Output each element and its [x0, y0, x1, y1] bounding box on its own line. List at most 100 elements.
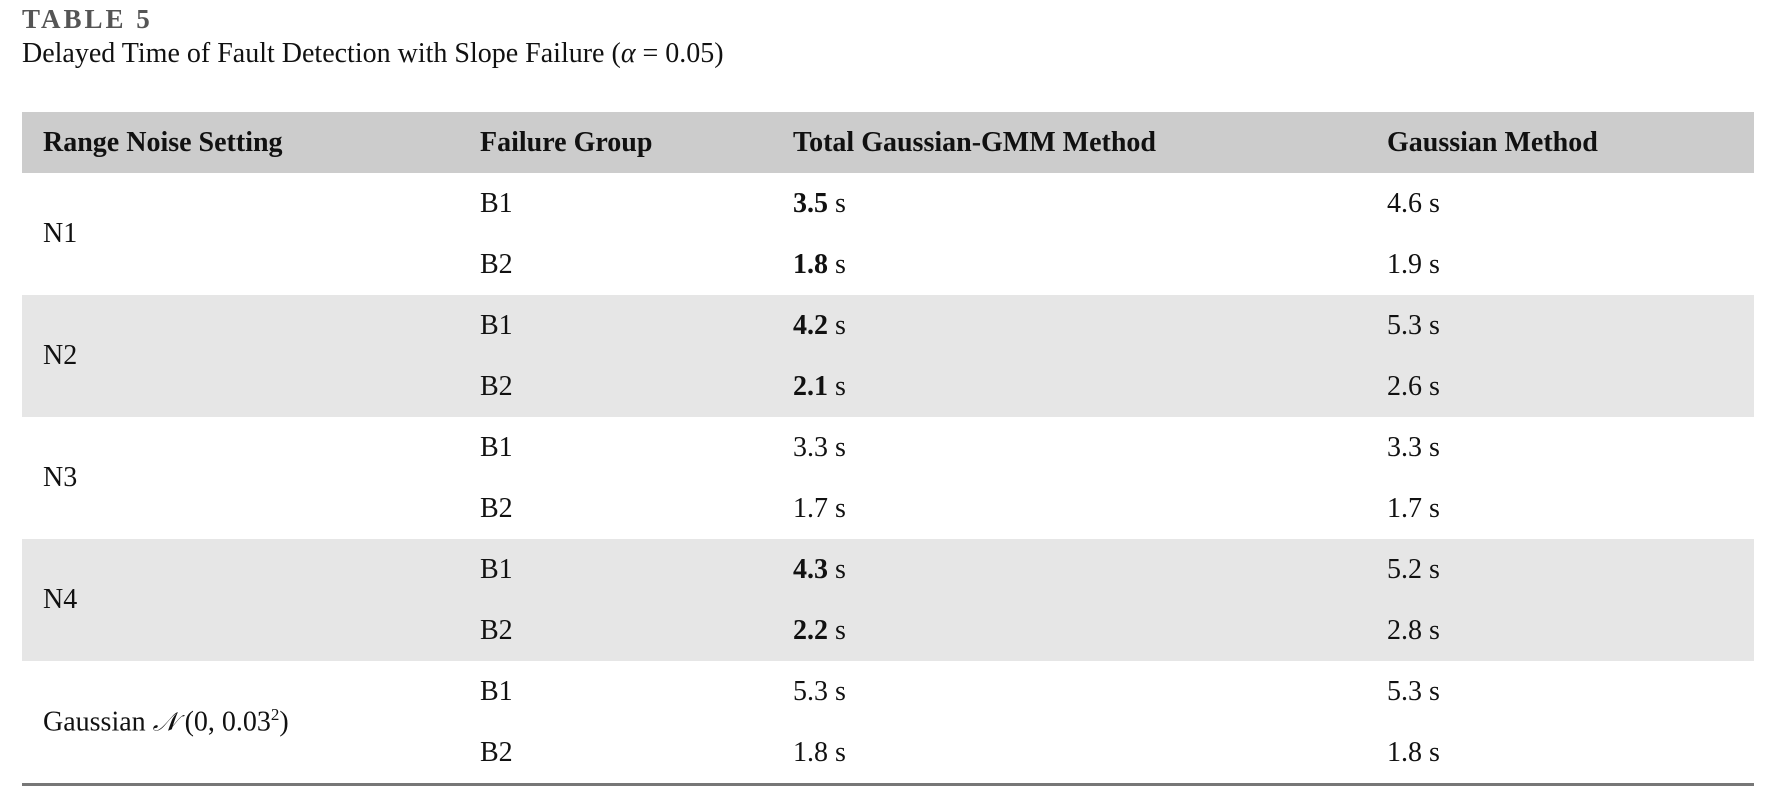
- gmm-cell: 3.5 s: [773, 173, 1367, 234]
- gaussian-cell: 5.2 s: [1367, 539, 1754, 600]
- header-failure-group: Failure Group: [460, 112, 773, 173]
- group-cell: B2: [460, 600, 773, 661]
- gaussian-cell: 3.3 s: [1367, 417, 1754, 478]
- gmm-value: 4.2: [793, 309, 828, 341]
- unit-label: s: [1429, 431, 1440, 463]
- setting-cell: Gaussian 𝒩 (0, 0.032): [22, 661, 460, 786]
- unit-label: s: [835, 187, 846, 219]
- unit-label: s: [1429, 492, 1440, 524]
- table-title: Delayed Time of Fault Detection with Slo…: [22, 38, 724, 70]
- gaussian-cell: 5.3 s: [1367, 295, 1754, 356]
- results-table: Range Noise Setting Failure Group Total …: [22, 112, 1754, 786]
- gaussian-cell: 1.9 s: [1367, 234, 1754, 295]
- gaussian-cell: 1.7 s: [1367, 478, 1754, 539]
- group-cell: B1: [480, 675, 513, 707]
- setting-args: (0, 0.03: [177, 706, 271, 738]
- unit-label: s: [1429, 309, 1440, 341]
- gaussian-cell: 2.6 s: [1367, 356, 1754, 417]
- gmm-cell: 1.8 s: [773, 722, 1367, 786]
- setting-prefix: Gaussian: [43, 706, 153, 738]
- gmm-value: 3.5: [793, 187, 828, 219]
- unit-label: s: [835, 736, 846, 768]
- gaussian-value: 2.8: [1387, 614, 1422, 646]
- gaussian-cell: 2.8 s: [1367, 600, 1754, 661]
- setting-cell: N1: [43, 218, 78, 249]
- gmm-value: 2.2: [793, 614, 828, 646]
- table-row: B2 1.8 s 1.8 s: [22, 722, 1754, 786]
- gmm-value: 4.3: [793, 553, 828, 585]
- group-cell: B1: [460, 539, 773, 600]
- group-cell: B2: [460, 722, 773, 786]
- setting-cell: N3: [43, 462, 78, 493]
- gmm-cell: 1.7 s: [773, 478, 1367, 539]
- setting-cell: N4: [22, 539, 460, 661]
- gaussian-cell: 4.6 s: [1367, 173, 1754, 234]
- unit-label: s: [835, 675, 846, 707]
- unit-label: s: [1429, 736, 1440, 768]
- gmm-value: 1.8: [793, 736, 828, 768]
- unit-label: s: [1429, 553, 1440, 585]
- gmm-value: 2.1: [793, 370, 828, 402]
- table-title-text: Delayed Time of Fault Detection with Slo…: [22, 38, 621, 69]
- unit-label: s: [835, 553, 846, 585]
- gaussian-cell: 1.8 s: [1367, 722, 1754, 786]
- gaussian-value: 1.8: [1387, 736, 1422, 768]
- gmm-cell: 2.1 s: [773, 356, 1367, 417]
- gmm-cell: 4.2 s: [773, 295, 1367, 356]
- alpha-symbol: α: [620, 38, 636, 69]
- setting-exponent: 2: [270, 705, 280, 725]
- header-row: Range Noise Setting Failure Group Total …: [22, 112, 1754, 173]
- gaussian-value: 5.3: [1387, 309, 1422, 341]
- gmm-value: 1.8: [793, 248, 828, 280]
- group-cell: B2: [480, 248, 513, 280]
- gaussian-value: 2.6: [1387, 370, 1422, 402]
- unit-label: s: [835, 309, 846, 341]
- unit-label: s: [1429, 675, 1440, 707]
- group-cell: B1: [460, 295, 773, 356]
- setting-close: ): [279, 706, 289, 738]
- unit-label: s: [1429, 248, 1440, 280]
- unit-label: s: [835, 248, 846, 280]
- gmm-cell: 5.3 s: [773, 661, 1367, 722]
- table-row: N3 B1 3.3 s 3.3 s: [22, 417, 1754, 494]
- gaussian-cell: 5.3 s: [1367, 661, 1754, 722]
- gmm-cell: 2.2 s: [773, 600, 1367, 661]
- table-row: B2 2.2 s 2.8 s: [22, 600, 1754, 661]
- header-range-noise-setting: Range Noise Setting: [22, 112, 460, 173]
- unit-label: s: [835, 431, 846, 463]
- table-row: Gaussian 𝒩 (0, 0.032) B1 5.3 s 5.3 s: [22, 661, 1754, 786]
- unit-label: s: [1429, 187, 1440, 219]
- gaussian-value: 1.7: [1387, 492, 1422, 524]
- gmm-cell: 3.3 s: [773, 417, 1367, 478]
- gaussian-value: 4.6: [1387, 187, 1422, 219]
- gmm-cell: 1.8 s: [773, 234, 1367, 295]
- group-cell: B2: [480, 492, 513, 524]
- setting-cell: N2: [22, 295, 460, 417]
- gaussian-value: 1.9: [1387, 248, 1422, 280]
- gmm-cell: 4.3 s: [773, 539, 1367, 600]
- gmm-value: 1.7: [793, 492, 828, 524]
- table-row: N1 B1 3.5 s 4.6 s: [22, 173, 1754, 250]
- table-row: B2 1.8 s 1.9 s: [22, 234, 1754, 295]
- group-cell: B1: [480, 431, 513, 463]
- header-gmm-method: Total Gaussian-GMM Method: [773, 112, 1367, 173]
- table-row: N2 B1 4.2 s 5.3 s: [22, 295, 1754, 417]
- unit-label: s: [835, 614, 846, 646]
- group-cell: B1: [480, 187, 513, 219]
- gmm-value: 5.3: [793, 675, 828, 707]
- header-gaussian-method: Gaussian Method: [1367, 112, 1754, 173]
- gaussian-value: 5.3: [1387, 675, 1422, 707]
- normal-distribution-symbol: 𝒩: [152, 707, 178, 738]
- unit-label: s: [1429, 614, 1440, 646]
- table-row: B2 2.1 s 2.6 s: [22, 356, 1754, 417]
- table-row: N4 B1 4.3 s 5.2 s: [22, 539, 1754, 661]
- unit-label: s: [835, 492, 846, 524]
- gaussian-value: 5.2: [1387, 553, 1422, 585]
- table-label: TABLE 5: [22, 4, 153, 34]
- unit-label: s: [835, 370, 846, 402]
- gaussian-value: 3.3: [1387, 431, 1422, 463]
- gmm-value: 3.3: [793, 431, 828, 463]
- group-cell: B2: [460, 356, 773, 417]
- alpha-value: = 0.05): [635, 38, 724, 69]
- table-row: B2 1.7 s 1.7 s: [22, 478, 1754, 539]
